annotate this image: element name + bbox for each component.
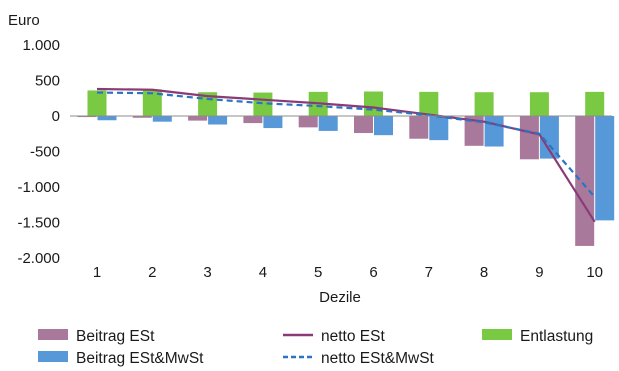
bar-beitrag-est-7: [409, 116, 429, 139]
bar-beitrag-est-mwst-10: [595, 116, 615, 221]
y-tick-label: -2.000: [17, 250, 60, 267]
bar-entlastung-1: [87, 90, 107, 116]
legend-swatch: [482, 329, 512, 340]
bar-entlastung-10: [585, 91, 605, 116]
x-tick-label: 2: [148, 264, 156, 281]
legend-item-entlastung: Entlastung: [482, 328, 593, 345]
legend-item-beitrag-est: Beitrag ESt: [38, 328, 155, 345]
y-axis: 1.000 500 0 -500 -1.000 -1.500 -2.000: [17, 37, 60, 267]
bar-entlastung-3: [198, 92, 218, 116]
bar-beitrag-est-mwst-2: [152, 116, 172, 122]
bar-beitrag-est-mwst-3: [208, 116, 228, 125]
x-tick-label: 8: [480, 264, 488, 281]
bar-beitrag-est-1: [77, 116, 97, 118]
line-netto-est-mwst: [96, 91, 596, 198]
bar-beitrag-est-mwst-4: [263, 116, 283, 129]
y-tick-label: -1.500: [17, 215, 60, 232]
bar-beitrag-est-mwst-9: [539, 116, 559, 159]
legend-item-netto-est-mwst: netto ESt&MwSt: [283, 350, 435, 367]
y-tick-label: -1.000: [17, 179, 60, 196]
bar-beitrag-est-9: [519, 116, 539, 160]
bar-beitrag-est-mwst-8: [484, 116, 504, 147]
legend-item-netto-est: netto ESt: [283, 328, 385, 345]
bar-beitrag-est-10: [575, 116, 595, 246]
legend-label: netto ESt: [321, 328, 385, 345]
x-tick-label: 6: [369, 264, 377, 281]
bar-beitrag-est-mwst-1: [97, 116, 117, 121]
line-netto-est: [96, 87, 596, 223]
bar-entlastung-6: [364, 91, 383, 116]
bar-entlastung-7: [419, 91, 439, 116]
bar-beitrag-est-mwst-6: [374, 116, 393, 136]
y-tick-label: 1.000: [22, 37, 60, 54]
bar-beitrag-est-mwst-5: [318, 116, 338, 131]
y-tick-label: 0: [52, 108, 60, 125]
legend-label: Entlastung: [520, 328, 593, 345]
x-tick-label: 5: [314, 264, 322, 281]
x-tick-label: 9: [535, 264, 543, 281]
bar-beitrag-est-6: [354, 116, 373, 134]
bar-beitrag-est-2: [132, 116, 152, 118]
bar-beitrag-est-3: [188, 116, 208, 121]
bar-beitrag-est-4: [243, 116, 263, 124]
legend-label: Beitrag ESt: [76, 328, 155, 345]
legend-swatch: [38, 329, 68, 340]
legend-item-beitrag-est-mwst: Beitrag ESt&MwSt: [38, 350, 204, 367]
x-axis-title: Dezile: [319, 289, 361, 306]
bar-beitrag-est-8: [464, 116, 484, 146]
x-tick-label: 1: [93, 264, 101, 281]
bar-beitrag-est-5: [298, 116, 318, 128]
legend-swatch: [38, 351, 68, 362]
x-tick-label: 3: [203, 264, 211, 281]
y-tick-label: 500: [35, 73, 60, 90]
plot-area: [77, 87, 615, 246]
y-axis-title: Euro: [8, 12, 40, 29]
bar-entlastung-8: [474, 92, 494, 116]
legend-label: netto ESt&MwSt: [321, 350, 435, 367]
x-axis: 1 2 3 4 5 6 7 8 9 10: [93, 264, 603, 281]
x-tick-label: 7: [425, 264, 433, 281]
legend-label: Beitrag ESt&MwSt: [76, 350, 204, 367]
x-tick-label: 4: [259, 264, 267, 281]
bar-entlastung-9: [529, 92, 549, 116]
bar-beitrag-est-mwst-7: [429, 116, 449, 141]
y-tick-label: -500: [30, 144, 60, 161]
legend: Beitrag ESt netto ESt Entlastung Beitrag ES…: [38, 328, 593, 367]
x-tick-label: 10: [586, 264, 603, 281]
bar-entlastung-2: [142, 89, 162, 116]
